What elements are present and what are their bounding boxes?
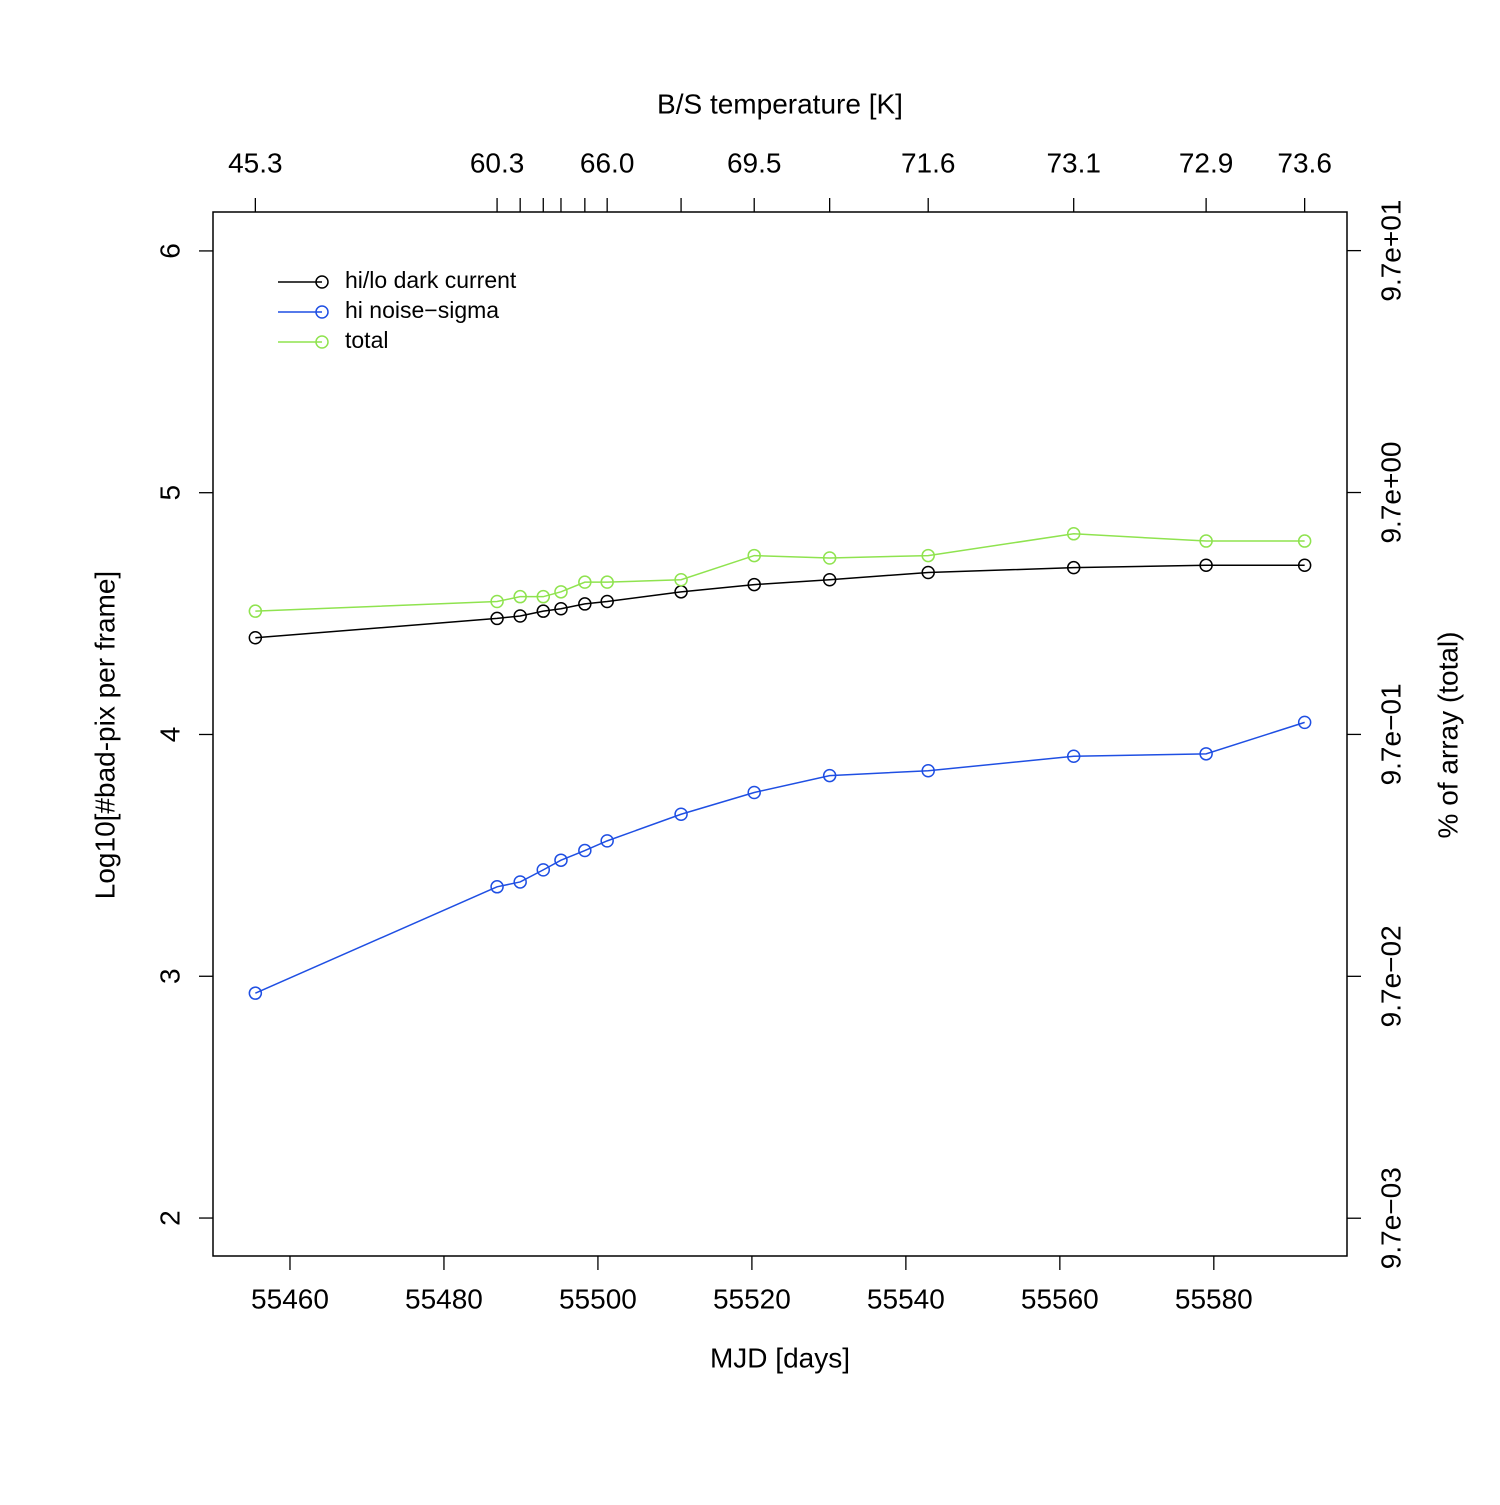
point	[674, 807, 688, 822]
point	[1297, 558, 1312, 572]
point	[1066, 749, 1081, 763]
point	[921, 565, 935, 580]
legend-marker	[315, 335, 329, 349]
point	[747, 785, 761, 800]
point	[513, 589, 527, 604]
point	[513, 875, 527, 889]
point	[674, 572, 688, 587]
point	[554, 602, 568, 616]
top-tick-label: 45.3	[228, 147, 283, 178]
point	[822, 572, 837, 587]
point	[513, 609, 527, 623]
x-axis-title: MJD [days]	[710, 1342, 850, 1373]
plot-frame	[212, 211, 1348, 1257]
point	[600, 834, 614, 848]
y-tick-label: 4	[154, 727, 185, 743]
y2-axis-title: % of array (total)	[1432, 632, 1463, 839]
x-tick-label: 55580	[1175, 1283, 1253, 1314]
x-tick-label: 55480	[405, 1283, 483, 1314]
point	[1297, 715, 1312, 730]
point	[490, 594, 504, 609]
point	[1199, 534, 1213, 548]
point	[536, 604, 551, 618]
x-tick-label: 55520	[713, 1283, 791, 1314]
top-axis-title: B/S temperature [K]	[657, 88, 903, 119]
point	[1066, 527, 1081, 541]
top-tick-label: 71.6	[901, 147, 956, 178]
y2-tick-label: 9.7e−02	[1375, 925, 1406, 1027]
x-tick-label: 55460	[251, 1283, 329, 1314]
point	[921, 548, 935, 563]
y-tick-label: 5	[154, 485, 185, 501]
point	[536, 863, 551, 877]
point	[822, 768, 837, 783]
point	[554, 585, 568, 599]
y-tick-label: 2	[154, 1210, 185, 1226]
point	[600, 575, 614, 589]
y-tick-label: 6	[154, 243, 185, 259]
point	[1199, 558, 1213, 572]
point	[921, 764, 935, 778]
point	[600, 594, 614, 609]
point	[747, 548, 761, 563]
y2-tick-label: 9.7e+00	[1375, 442, 1406, 544]
point	[248, 986, 263, 1000]
series-line	[255, 533, 1305, 612]
point	[747, 577, 761, 592]
top-tick-label: 60.3	[470, 147, 525, 178]
point	[1297, 534, 1312, 548]
point	[248, 631, 263, 645]
point	[1066, 560, 1081, 575]
y2-tick-label: 9.7e−01	[1375, 683, 1406, 785]
point	[578, 843, 592, 858]
point	[490, 611, 504, 626]
x-tick-label: 55500	[559, 1283, 637, 1314]
series-line	[255, 721, 1305, 994]
point	[578, 597, 592, 611]
point	[578, 575, 592, 589]
point	[554, 853, 568, 867]
y-tick-label: 3	[154, 968, 185, 984]
point	[490, 880, 504, 894]
point	[248, 604, 263, 618]
point	[536, 589, 551, 604]
y2-tick-label: 9.7e−03	[1375, 1167, 1406, 1269]
top-tick-label: 66.0	[580, 147, 635, 178]
legend-label: hi/lo dark current	[345, 267, 517, 293]
series-line	[255, 564, 1305, 639]
top-tick-label: 69.5	[727, 147, 782, 178]
legend-marker	[315, 305, 329, 319]
point	[1199, 747, 1213, 761]
legend-label: total	[345, 327, 388, 353]
top-tick-label: 72.9	[1179, 147, 1234, 178]
top-tick-label: 73.1	[1046, 147, 1101, 178]
legend-label: hi noise−sigma	[345, 297, 499, 323]
legend-marker	[315, 275, 329, 289]
x-tick-label: 55560	[1021, 1283, 1099, 1314]
y-axis-title: Log10[#bad-pix per frame]	[89, 571, 120, 899]
top-tick-label: 73.6	[1277, 147, 1332, 178]
y2-tick-label: 9.7e+01	[1375, 200, 1406, 302]
point	[822, 551, 837, 565]
x-tick-label: 55540	[867, 1283, 945, 1314]
